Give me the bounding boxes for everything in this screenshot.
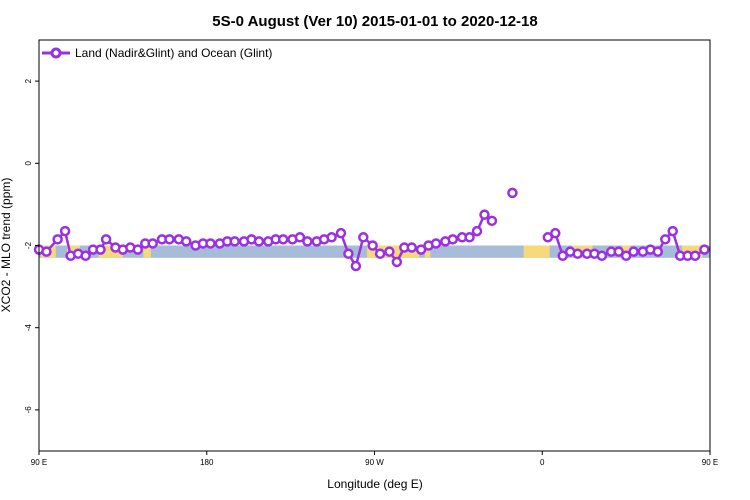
data-point (430, 238, 442, 249)
data-point (660, 234, 671, 245)
land-band-segment (424, 245, 431, 258)
legend: Land (Nadir&Glint) and Ocean (Glint) (42, 46, 272, 60)
data-point (164, 234, 175, 245)
y-tick-label: -2 (24, 241, 33, 249)
data-point (180, 236, 192, 247)
data-point (542, 232, 554, 243)
data-point (464, 232, 475, 243)
chart-title: 5S-0 August (Ver 10) 2015-01-01 to 2020-… (212, 13, 537, 30)
data-point (335, 227, 347, 239)
y-tick-label: -4 (24, 324, 33, 332)
x-tick-label: 0 (540, 458, 545, 467)
data-point (667, 225, 678, 237)
data-point (652, 246, 664, 257)
x-axis-title: Longitude (deg E) (327, 477, 422, 491)
data-point (367, 240, 378, 251)
x-tick-label: 90 W (365, 458, 384, 467)
data-point (253, 236, 265, 247)
y-tick-label: 2 (24, 78, 33, 83)
land-band-segment (143, 245, 151, 258)
x-tick-label: 90 E (702, 458, 718, 467)
x-tick-label: 180 (200, 458, 214, 467)
data-point (557, 250, 569, 262)
land-band-segment (523, 245, 550, 258)
data-point (343, 248, 354, 259)
legend-label: Land (Nadir&Glint) and Ocean (Glint) (75, 46, 272, 60)
legend-marker-swatch (50, 47, 62, 59)
data-point (572, 248, 583, 259)
data-point (507, 187, 518, 199)
data-point (384, 246, 395, 257)
data-point (358, 232, 369, 243)
data-point (406, 242, 418, 253)
data-point (52, 234, 63, 245)
data-point (302, 236, 313, 247)
data-point (628, 246, 639, 257)
data-point (471, 225, 483, 237)
data-point (613, 246, 624, 257)
data-point (689, 250, 701, 262)
data-point (132, 244, 144, 255)
data-point (95, 244, 106, 255)
data-point (100, 234, 112, 245)
data-point (415, 244, 427, 255)
data-point (277, 234, 289, 245)
data-point (80, 250, 91, 262)
x-axis: 90 E 180 90 W 0 90 E (31, 451, 718, 467)
data-point (596, 250, 608, 262)
y-axis-title: XCO2 - MLO trend (ppm) (0, 178, 13, 313)
data-point (479, 209, 490, 220)
data-point (41, 246, 52, 257)
data-point (486, 215, 498, 227)
data-point (550, 227, 561, 239)
y-tick-label: 0 (24, 161, 33, 166)
data-point (447, 234, 459, 245)
y-axis: 2 0 -2 -4 -6 (24, 78, 39, 413)
data-point (59, 225, 71, 237)
y-tick-label: -6 (24, 406, 33, 414)
data-point (699, 244, 710, 255)
data-point (205, 238, 216, 249)
x-tick-label: 90 E (31, 458, 47, 467)
data-point (350, 260, 362, 272)
data-point (374, 248, 386, 259)
data-series (33, 187, 710, 272)
data-point (294, 232, 306, 243)
data-point (620, 250, 632, 262)
data-point (326, 232, 337, 243)
data-point (147, 238, 158, 249)
data-point (229, 236, 240, 247)
data-point (391, 256, 403, 268)
